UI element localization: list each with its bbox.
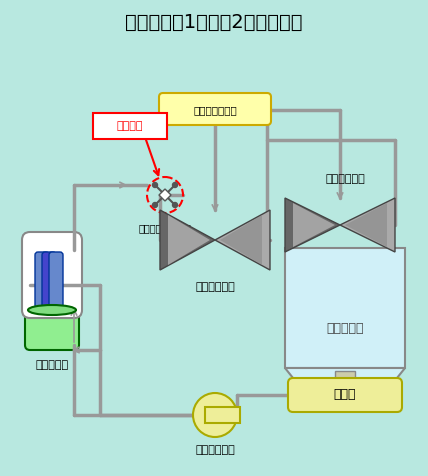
Text: 当該箇所: 当該箇所 [117,121,143,131]
FancyBboxPatch shape [288,378,402,412]
Bar [335,371,355,383]
Text: タービン蒸気加減弁: タービン蒸気加減弁 [139,223,191,233]
FancyBboxPatch shape [42,252,56,308]
Polygon shape [168,215,210,265]
Circle shape [152,202,158,208]
Bar [205,407,240,423]
Text: 高圧タービン: 高圧タービン [195,282,235,292]
FancyBboxPatch shape [49,252,63,308]
FancyBboxPatch shape [22,232,82,318]
Circle shape [172,182,178,188]
Circle shape [172,202,178,208]
FancyBboxPatch shape [159,93,271,125]
Polygon shape [285,368,405,393]
Text: 蒸気発生器: 蒸気発生器 [36,360,68,370]
Text: 脱気器: 脱気器 [334,388,356,401]
Circle shape [193,393,237,437]
FancyBboxPatch shape [25,300,79,350]
Text: 湿分分離加熱器: 湿分分離加熱器 [193,105,237,115]
Text: 低圧タービン: 低圧タービン [325,174,365,184]
FancyBboxPatch shape [35,252,49,308]
Text: 復　水　器: 復 水 器 [326,321,364,335]
Polygon shape [220,215,262,265]
Polygon shape [160,210,215,270]
Polygon shape [345,203,387,247]
Polygon shape [159,189,171,201]
Text: 伊方発電所1号機　2次系概略図: 伊方発電所1号機 2次系概略図 [125,12,303,31]
Polygon shape [285,198,340,252]
Ellipse shape [28,305,76,315]
Polygon shape [340,198,395,252]
Polygon shape [215,210,270,270]
FancyBboxPatch shape [93,113,167,139]
Circle shape [152,182,158,188]
Polygon shape [293,203,335,247]
FancyBboxPatch shape [285,248,405,368]
Text: 主給水ポンプ: 主給水ポンプ [195,445,235,455]
